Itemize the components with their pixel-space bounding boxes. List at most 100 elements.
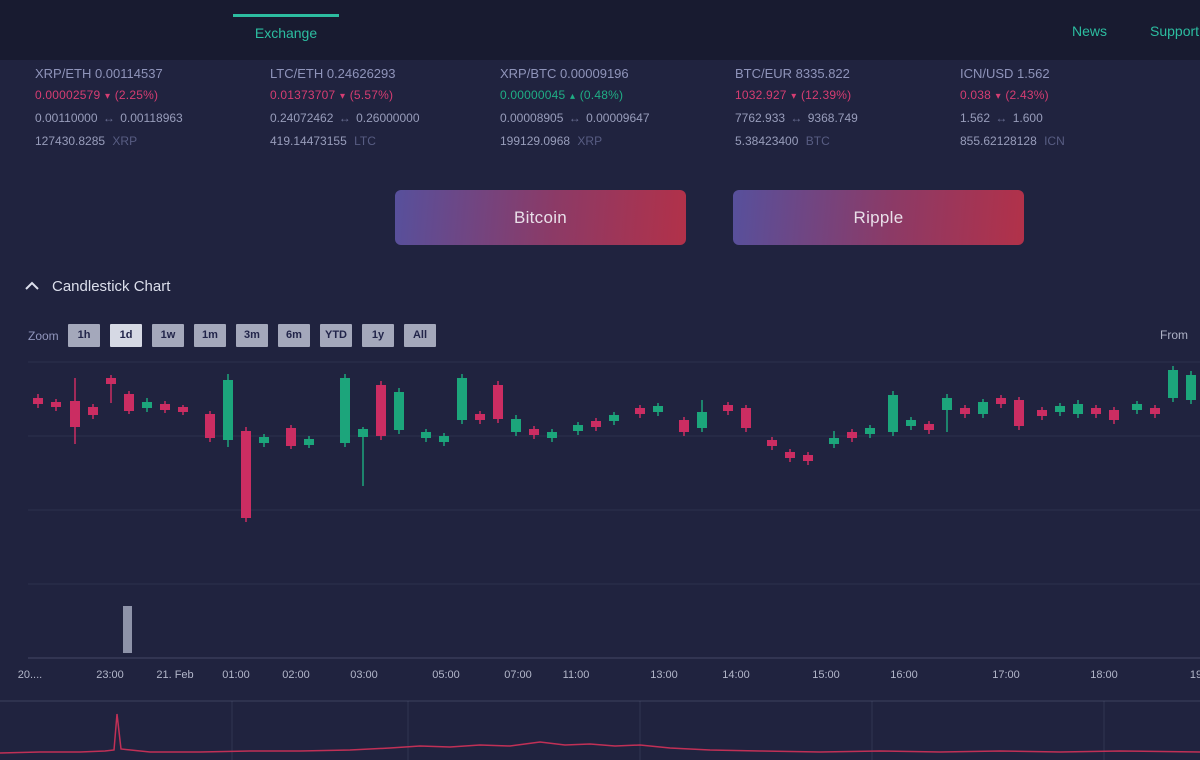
tab-exchange-label: Exchange (254, 25, 318, 41)
change-direction-icon: ▾ (995, 91, 1001, 102)
ticker-change-pct: (2.25%) (114, 88, 159, 102)
ticker-change-value: 0.01373707 (270, 88, 336, 102)
x-axis-label: 21. Feb (156, 669, 194, 681)
active-tab-indicator (233, 14, 339, 17)
ticker-volume-value: 127430.8285 (35, 134, 106, 148)
nav-link-news[interactable]: News (1072, 23, 1108, 39)
x-axis-label: 13:00 (650, 669, 678, 681)
ticker-change-pct: (0.48%) (579, 88, 624, 102)
tab-exchange[interactable]: Exchange (233, 0, 339, 60)
chart-section-header: Candlestick Chart (24, 276, 170, 296)
ticker-volume-value: 5.38423400 (735, 134, 799, 148)
ticker-ltc-eth[interactable]: LTC/ETH 0.24626293 0.01373707 ▾ (5.57%) … (270, 66, 495, 157)
ticker-change-value: 0.00000045 (500, 88, 566, 102)
zoom-button-1m[interactable]: 1m (194, 324, 226, 347)
ticker-low: 1.562 (960, 111, 991, 125)
x-axis-label: 15:00 (812, 669, 840, 681)
ticker-pair-title: XRP/BTC 0.00009196 (500, 66, 629, 81)
ticker-volume-line: 5.38423400 BTC (735, 134, 960, 157)
zoom-button-1w[interactable]: 1w (152, 324, 184, 347)
range-separator-icon: ↔ (568, 111, 581, 125)
zoom-button-all[interactable]: All (404, 324, 436, 347)
ticker-volume-line: 419.14473155 LTC (270, 134, 495, 157)
x-axis-label: 17:00 (992, 669, 1020, 681)
x-axis-label: 19 (1189, 669, 1200, 681)
zoom-button-1h[interactable]: 1h (68, 324, 100, 347)
ticker-change-pct: (2.43%) (1005, 88, 1049, 102)
range-separator-icon: ↔ (338, 111, 351, 125)
change-direction-icon: ▾ (791, 91, 797, 102)
ticker-change-line: 0.00002579 ▾ (2.25%) (35, 88, 260, 111)
top-navigation-bar: Exchange News Support (0, 0, 1200, 60)
ticker-pair-title: LTC/ETH 0.24626293 (270, 66, 396, 81)
ticker-change-value: 0.038 (960, 88, 992, 102)
ticker-change-line: 0.038 ▾ (2.43%) (960, 88, 1185, 111)
ticker-volume-value: 419.14473155 (270, 134, 347, 148)
ticker-change-line: 0.00000045 ▴ (0.48%) (500, 88, 725, 111)
ticker-xrp-btc[interactable]: XRP/BTC 0.00009196 0.00000045 ▴ (0.48%) … (500, 66, 725, 157)
ticker-pair-title: XRP/ETH 0.00114537 (35, 66, 163, 81)
x-axis-label: 05:00 (432, 669, 460, 681)
nav-link-support[interactable]: Support (1150, 23, 1200, 39)
collapse-chevron-icon[interactable] (24, 281, 40, 291)
ticker-high: 0.00009647 (586, 111, 650, 125)
ticker-change-line: 1032.927 ▾ (12.39%) (735, 88, 960, 111)
range-separator-icon: ↔ (102, 111, 115, 125)
ticker-pair-title: ICN/USD 1.562 (960, 66, 1050, 81)
ticker-volume-unit: XRP (112, 134, 138, 148)
ripple-button[interactable]: Ripple (733, 190, 1024, 245)
chart-section-title: Candlestick Chart (52, 277, 171, 295)
x-axis-label: 14:00 (722, 669, 750, 681)
ticker-change-line: 0.01373707 ▾ (5.57%) (270, 88, 495, 111)
ticker-range-line: 0.00110000 ↔ 0.00118963 (35, 111, 260, 134)
ticker-high: 9368.749 (807, 111, 858, 125)
x-axis-label: 20.... (17, 669, 43, 681)
zoom-button-1y[interactable]: 1y (362, 324, 394, 347)
ticker-volume-unit: LTC (354, 134, 376, 148)
ticker-range-line: 0.00008905 ↔ 0.00009647 (500, 111, 725, 134)
ticker-range-line: 0.24072462 ↔ 0.26000000 (270, 111, 495, 134)
ticker-low: 0.00110000 (35, 111, 98, 125)
x-axis-label: 11:00 (562, 669, 590, 681)
from-label: From (1160, 328, 1188, 342)
ticker-change-pct: (5.57%) (349, 88, 394, 102)
ticker-high: 1.600 (1012, 111, 1043, 125)
ticker-change-pct: (12.39%) (800, 88, 852, 102)
range-separator-icon: ↔ (790, 111, 803, 125)
ticker-volume-unit: BTC (805, 134, 830, 148)
x-axis-label: 16:00 (890, 669, 918, 681)
ticker-volume-unit: ICN (1044, 134, 1065, 148)
ticker-btc-eur[interactable]: BTC/EUR 8335.822 1032.927 ▾ (12.39%) 776… (735, 66, 960, 157)
range-separator-icon: ↔ (995, 111, 1008, 125)
zoom-button-1d[interactable]: 1d (110, 324, 142, 347)
x-axis-label: 03:00 (350, 669, 378, 681)
change-direction-icon: ▾ (104, 91, 111, 102)
ticker-volume-value: 199129.0968 (500, 134, 571, 148)
x-axis-label: 23:00 (96, 669, 124, 681)
ticker-change-value: 0.00002579 (35, 88, 101, 102)
zoom-button-6m[interactable]: 6m (278, 324, 310, 347)
ticker-volume-line: 127430.8285 XRP (35, 134, 260, 157)
ticker-low: 0.00008905 (500, 111, 564, 125)
ticker-high: 0.00118963 (120, 111, 183, 125)
ticker-xrp-eth[interactable]: XRP/ETH 0.00114537 0.00002579 ▾ (2.25%) … (35, 66, 260, 157)
zoom-button-3m[interactable]: 3m (236, 324, 268, 347)
ticker-change-value: 1032.927 (735, 88, 787, 102)
ticker-pair-title: BTC/EUR 8335.822 (735, 66, 850, 81)
x-axis-label: 01:00 (222, 669, 250, 681)
change-direction-icon: ▴ (569, 91, 576, 102)
ticker-volume-value: 855.62128128 (960, 134, 1037, 148)
ticker-volume-line: 199129.0968 XRP (500, 134, 725, 157)
bitcoin-button[interactable]: Bitcoin (395, 190, 686, 245)
x-axis-label: 18:00 (1090, 669, 1118, 681)
zoom-button-ytd[interactable]: YTD (320, 324, 352, 347)
x-axis-label: 07:00 (504, 669, 532, 681)
ticker-volume-unit: XRP (577, 134, 603, 148)
x-axis-label: 02:00 (282, 669, 310, 681)
change-direction-icon: ▾ (339, 91, 346, 102)
ticker-low: 0.24072462 (270, 111, 334, 125)
ticker-icn-usd[interactable]: ICN/USD 1.562 0.038 ▾ (2.43%) 1.562 ↔ 1.… (960, 66, 1185, 157)
ticker-range-line: 1.562 ↔ 1.600 (960, 111, 1185, 134)
